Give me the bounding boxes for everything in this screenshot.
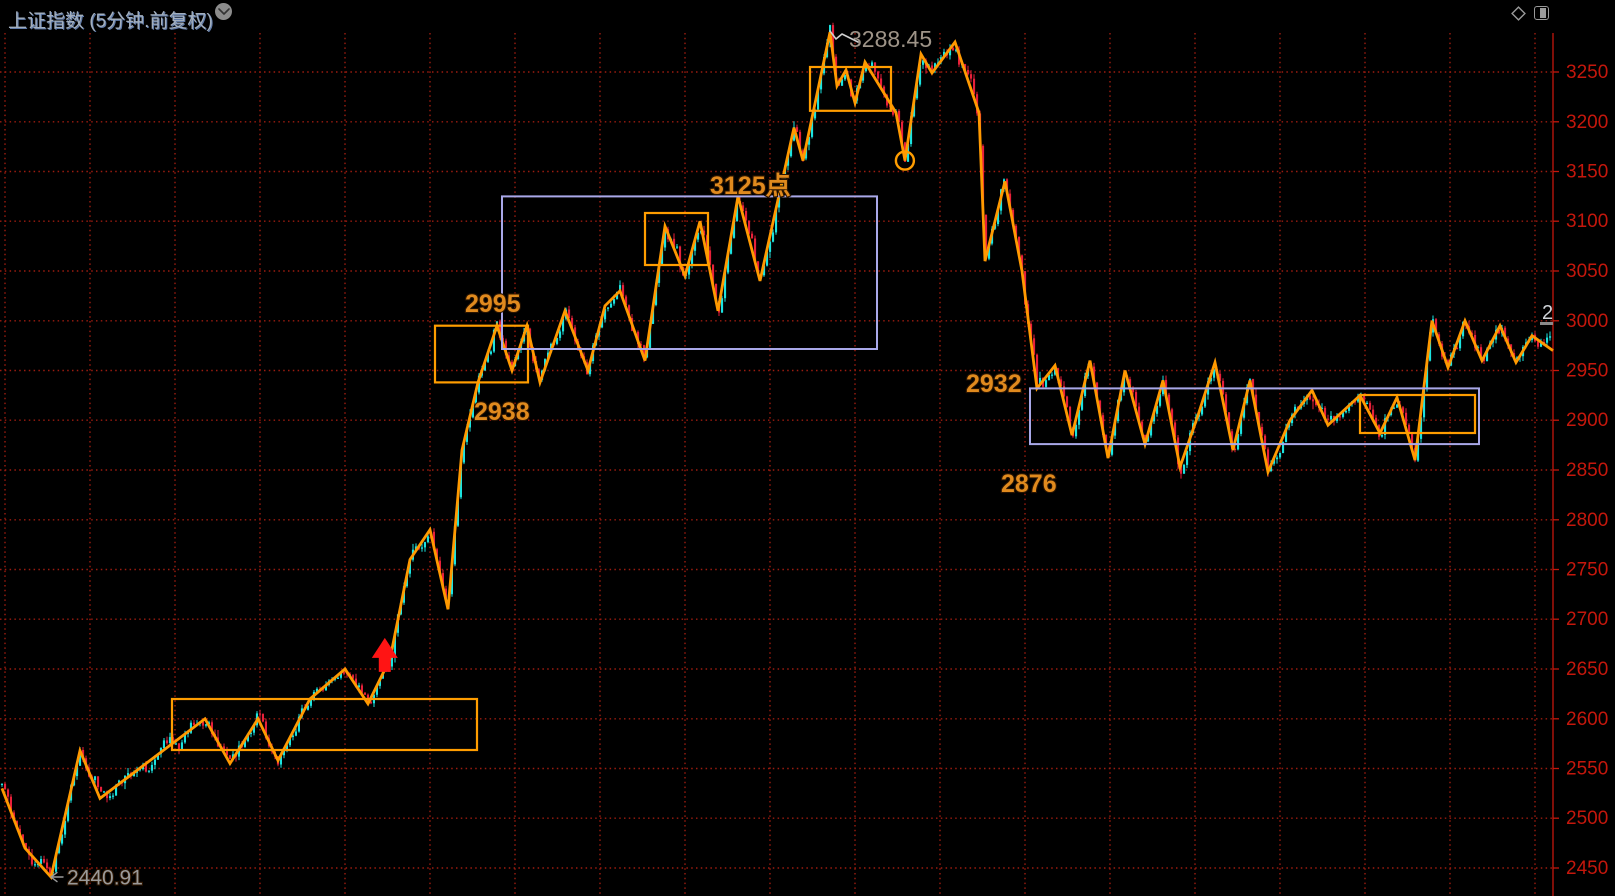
svg-text:3100: 3100 [1566, 211, 1608, 232]
svg-text:2938: 2938 [474, 398, 530, 426]
svg-text:2: 2 [1542, 302, 1553, 324]
svg-text:3000: 3000 [1566, 311, 1608, 332]
svg-text:2440.91: 2440.91 [67, 867, 143, 890]
svg-text:3288.45: 3288.45 [849, 26, 932, 52]
svg-text:3050: 3050 [1566, 261, 1608, 282]
svg-text:2550: 2550 [1566, 759, 1608, 780]
svg-text:2995: 2995 [465, 290, 521, 318]
svg-text:3125点: 3125点 [710, 172, 791, 200]
svg-text:2900: 2900 [1566, 410, 1608, 431]
svg-text:3250: 3250 [1566, 62, 1608, 83]
svg-text:2450: 2450 [1566, 858, 1608, 879]
svg-text:2932: 2932 [966, 370, 1022, 398]
svg-text:2876: 2876 [1001, 470, 1057, 498]
svg-text:2700: 2700 [1566, 609, 1608, 630]
svg-text:2750: 2750 [1566, 560, 1608, 581]
svg-text:2850: 2850 [1566, 460, 1608, 481]
svg-text:2600: 2600 [1566, 709, 1608, 730]
svg-text:2950: 2950 [1566, 361, 1608, 382]
svg-text:2650: 2650 [1566, 659, 1608, 680]
svg-text:2800: 2800 [1566, 510, 1608, 531]
svg-text:2500: 2500 [1566, 808, 1608, 829]
svg-text:3200: 3200 [1566, 112, 1608, 133]
svg-text:3150: 3150 [1566, 162, 1608, 183]
